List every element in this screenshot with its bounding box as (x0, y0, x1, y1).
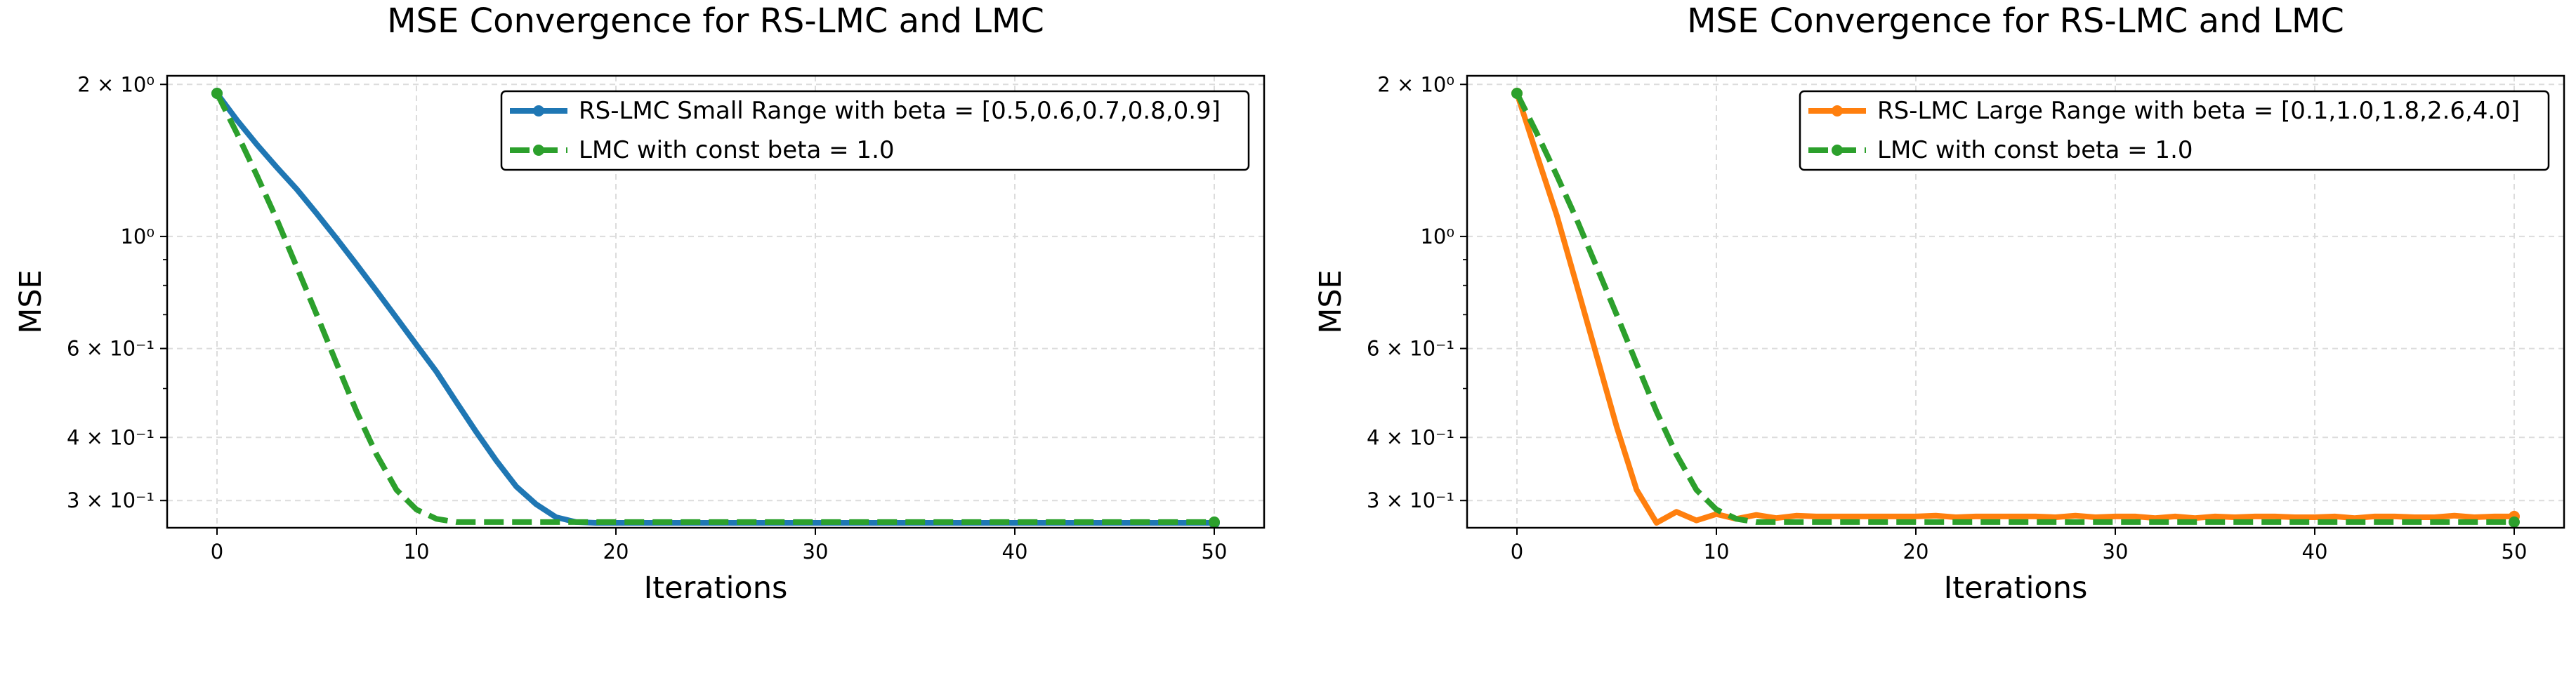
x-tick-label: 20 (603, 540, 629, 564)
chart-title: MSE Convergence for RS-LMC and LMC (1687, 1, 2344, 41)
y-axis-label: MSE (1313, 269, 1348, 334)
x-tick-label: 50 (1202, 540, 1228, 564)
legend-label-2: LMC with const beta = 1.0 (1877, 136, 2193, 164)
x-tick-label: 40 (2302, 540, 2328, 564)
y-tick-label: 2 × 10⁰ (77, 72, 155, 96)
y-tick-label: 3 × 10⁻¹ (1367, 488, 1454, 512)
legend-frame (500, 90, 1250, 171)
legend-label-1: RS-LMC Large Range with beta = [0.1,1.0,… (1877, 97, 2520, 125)
y-tick-label: 3 × 10⁻¹ (67, 488, 155, 512)
series-endpoint-marker (2509, 516, 2520, 528)
x-tick-label: 30 (2103, 540, 2129, 564)
x-tick-label: 0 (211, 540, 223, 564)
x-axis-label: Iterations (644, 571, 788, 606)
legend: RS-LMC Large Range with beta = [0.1,1.0,… (1799, 90, 2550, 171)
y-tick-label: 10⁰ (120, 225, 155, 248)
chart-panel-1: 0 10 20 30 40 50 2 × 10⁰ 10⁰ 6 × 10⁻¹ 4 × 10⁻¹ 3 ×… (13, 1, 1266, 606)
y-tick-label: 6 × 10⁻¹ (67, 337, 155, 361)
x-axis-label: Iterations (1944, 571, 2088, 606)
x-tick-label: 10 (404, 540, 430, 564)
x-tick-label: 50 (2502, 540, 2528, 564)
y-axis-label: MSE (13, 269, 48, 334)
plot-frame (166, 74, 1266, 529)
series-endpoint-marker (1511, 88, 1523, 100)
series-line-2 (1514, 92, 2514, 525)
y-tick-label: 10⁰ (1420, 225, 1454, 248)
legend-marker-1 (1832, 105, 1843, 116)
series-endpoint-marker (1209, 516, 1220, 528)
plot-frame (1466, 74, 2565, 529)
legend-label-2: LMC with const beta = 1.0 (579, 136, 895, 164)
x-tick-label: 0 (1511, 540, 1523, 564)
y-tick-label: 4 × 10⁻¹ (67, 425, 155, 449)
legend: RS-LMC Small Range with beta = [0.5,0.6,… (500, 90, 1250, 171)
series-line-2 (214, 92, 1214, 525)
y-tick-label: 6 × 10⁻¹ (1367, 337, 1454, 361)
legend-frame (1799, 90, 2550, 171)
chart-title: MSE Convergence for RS-LMC and LMC (387, 1, 1044, 41)
legend-label-1: RS-LMC Small Range with beta = [0.5,0.6,… (579, 97, 1221, 125)
series-line-1 (1514, 92, 2514, 526)
legend-marker-2 (533, 145, 544, 156)
x-tick-label: 10 (1704, 540, 1730, 564)
legend-marker-1 (533, 105, 544, 116)
series-endpoint-marker (211, 88, 223, 100)
x-tick-label: 40 (1002, 540, 1028, 564)
y-tick-label: 2 × 10⁰ (1377, 72, 1454, 96)
x-tick-label: 20 (1903, 540, 1929, 564)
chart-panel-2: 0 10 20 30 40 50 2 × 10⁰ 10⁰ 6 × 10⁻¹ 4 × 10⁻¹ 3 ×… (1313, 1, 2565, 606)
legend-marker-2 (1832, 145, 1843, 156)
y-tick-label: 4 × 10⁻¹ (1367, 425, 1454, 449)
x-tick-label: 30 (803, 540, 829, 564)
